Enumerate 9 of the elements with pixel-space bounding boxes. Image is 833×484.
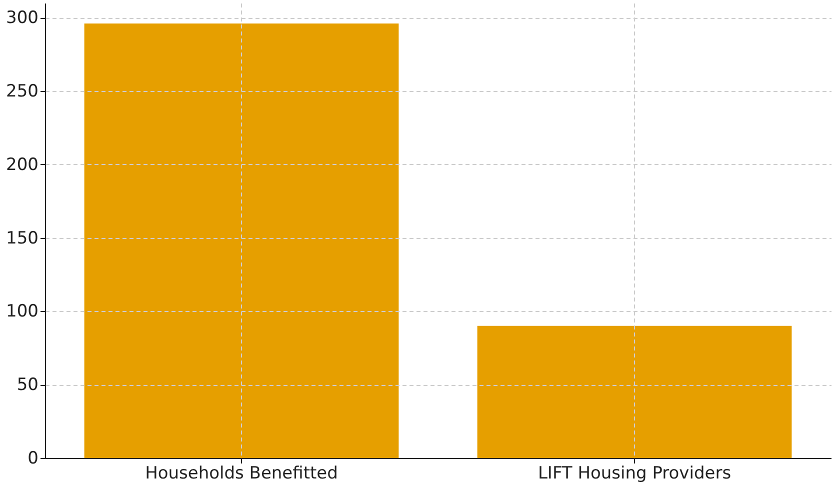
y-tick-label: 100: [6, 302, 38, 322]
y-tick-label: 200: [6, 154, 38, 175]
y-tick-label: 300: [6, 8, 38, 28]
y-tick-label: 50: [16, 375, 38, 396]
x-tick-label: Households Benefitted: [145, 464, 338, 484]
y-tick-label: 0: [28, 448, 38, 468]
y-tick-label: 150: [6, 228, 38, 248]
y-tick-label: 250: [6, 82, 38, 102]
x-tick-label: LIFT Housing Providers: [538, 464, 732, 484]
